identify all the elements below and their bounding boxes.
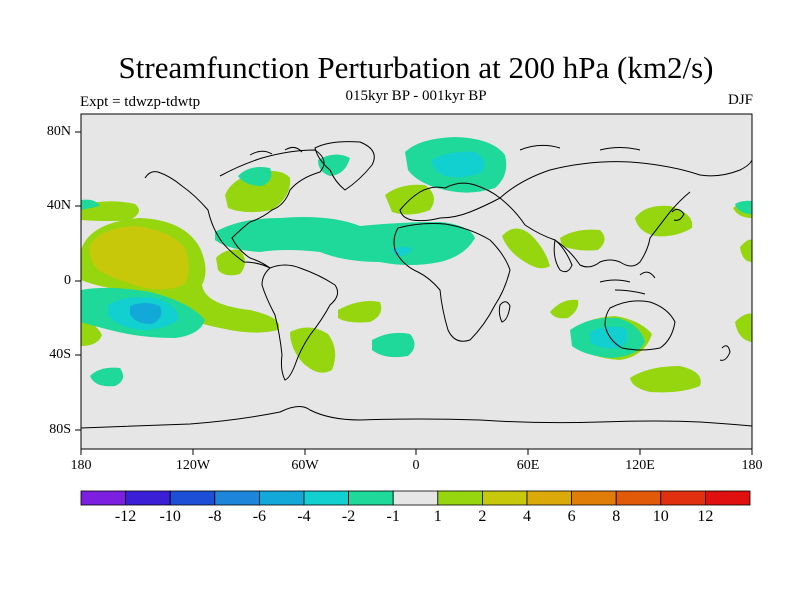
- colorbar-label: -4: [297, 508, 311, 525]
- colorbar-swatch: [615, 490, 662, 506]
- lon-label-0: 0: [412, 458, 420, 473]
- map-subtitle: 015kyr BP - 001kyr BP: [345, 88, 487, 104]
- lon-label-60e: 60E: [516, 458, 540, 473]
- colorbar-swatch: [481, 490, 528, 506]
- colorbar-swatch: [303, 490, 349, 506]
- coast-japan: [671, 208, 685, 221]
- colorbar-label: -6: [252, 508, 267, 525]
- colorbar-label: 2: [478, 508, 487, 525]
- contour-south-pacific-east: [630, 366, 701, 393]
- coast-arctic-islands: [249, 144, 641, 156]
- coast-greenland: [314, 141, 375, 191]
- contour-south-pacific-small: [90, 367, 124, 387]
- colorbar-label: 10: [652, 508, 669, 525]
- contour-south-pacific-min: [130, 303, 162, 324]
- coast-north-america: [144, 149, 325, 269]
- contour-south-atlantic: [338, 301, 382, 323]
- coast-south-america: [261, 264, 339, 381]
- colorbar-swatch: [437, 490, 483, 506]
- experiment-label: Expt = tdwzp-tdwtp: [80, 94, 201, 110]
- contour-fields: [81, 137, 752, 393]
- lat-label-0: 0: [64, 273, 71, 288]
- colorbar-label: -12: [114, 508, 137, 525]
- colorbar-label: -8: [208, 508, 222, 525]
- axis-ticks: [75, 131, 753, 455]
- lat-label-80s: 80S: [49, 422, 71, 437]
- colorbar-label: -1: [386, 508, 400, 525]
- colorbar-label: 1: [433, 508, 442, 525]
- lon-label-120w: 120W: [175, 458, 211, 473]
- contour-north-pacific-east-teal: [81, 199, 100, 210]
- colorbar-swatch: [705, 490, 751, 506]
- contour-canada: [238, 167, 272, 186]
- contour-south-pacific-west: [81, 320, 102, 346]
- coast-australia: [604, 300, 676, 351]
- contour-indian-core: [590, 326, 628, 349]
- lat-label-80n: 80N: [46, 124, 71, 139]
- contour-tropical-atlantic-core: [390, 246, 412, 256]
- contour-east-edge-north: [740, 239, 752, 262]
- coast-antarctica: [81, 406, 752, 429]
- contour-indian-ocean: [550, 299, 579, 319]
- lon-label-60w: 60W: [291, 458, 319, 473]
- colorbar-swatch: [526, 490, 572, 506]
- coast-madagascar: [498, 301, 511, 323]
- contour-africa-east: [502, 228, 550, 269]
- contour-north-america-east: [225, 170, 291, 213]
- lon-label-180-east: 180: [741, 458, 763, 473]
- colorbar-swatch: [258, 490, 305, 506]
- colorbar-label: 12: [697, 508, 714, 525]
- colorbar-swatch: [571, 490, 617, 506]
- coast-asia: [499, 159, 752, 268]
- coast-india: [553, 239, 573, 273]
- coast-africa: [393, 223, 511, 342]
- coastlines: [81, 141, 752, 429]
- colorbar-label: 6: [567, 508, 576, 525]
- map-title: Streamfunction Perturbation at 200 hPa (…: [118, 50, 714, 85]
- coast-new-zealand: [719, 345, 731, 361]
- season-label: DJF: [727, 92, 753, 108]
- colorbar-label: 4: [523, 508, 531, 525]
- contour-arctic-america: [318, 154, 350, 176]
- contour-south-america-south: [290, 327, 336, 373]
- lon-label-180-west: 180: [70, 458, 92, 473]
- colorbar-label: -10: [159, 508, 181, 525]
- colorbar-swatch: [169, 490, 216, 506]
- colorbar-swatch: [660, 490, 706, 506]
- contour-central-america: [216, 249, 245, 276]
- colorbar-swatch: [348, 490, 394, 506]
- colorbar-swatch: [392, 490, 439, 506]
- contour-tropical-pacific-max: [89, 226, 189, 290]
- colorbar-label: 8: [612, 508, 621, 525]
- lat-label-40n: 40N: [46, 198, 71, 213]
- coast-indonesia: [599, 271, 656, 295]
- contour-east-edge-small: [735, 200, 752, 214]
- contour-atlantic-tropical: [215, 217, 475, 265]
- contour-south-atlantic-teal: [372, 332, 415, 358]
- contour-asia-east: [560, 229, 605, 251]
- contour-east-edge-south: [735, 313, 752, 342]
- lat-label-40s: 40S: [49, 347, 71, 362]
- colorbar-swatch: [214, 490, 260, 506]
- colorbar-swatch: [80, 490, 126, 506]
- lon-label-120e: 120E: [625, 458, 655, 473]
- colorbar-label: -2: [341, 508, 356, 525]
- colorbar-swatch: [125, 490, 171, 506]
- contour-scandinavia-core: [432, 151, 485, 178]
